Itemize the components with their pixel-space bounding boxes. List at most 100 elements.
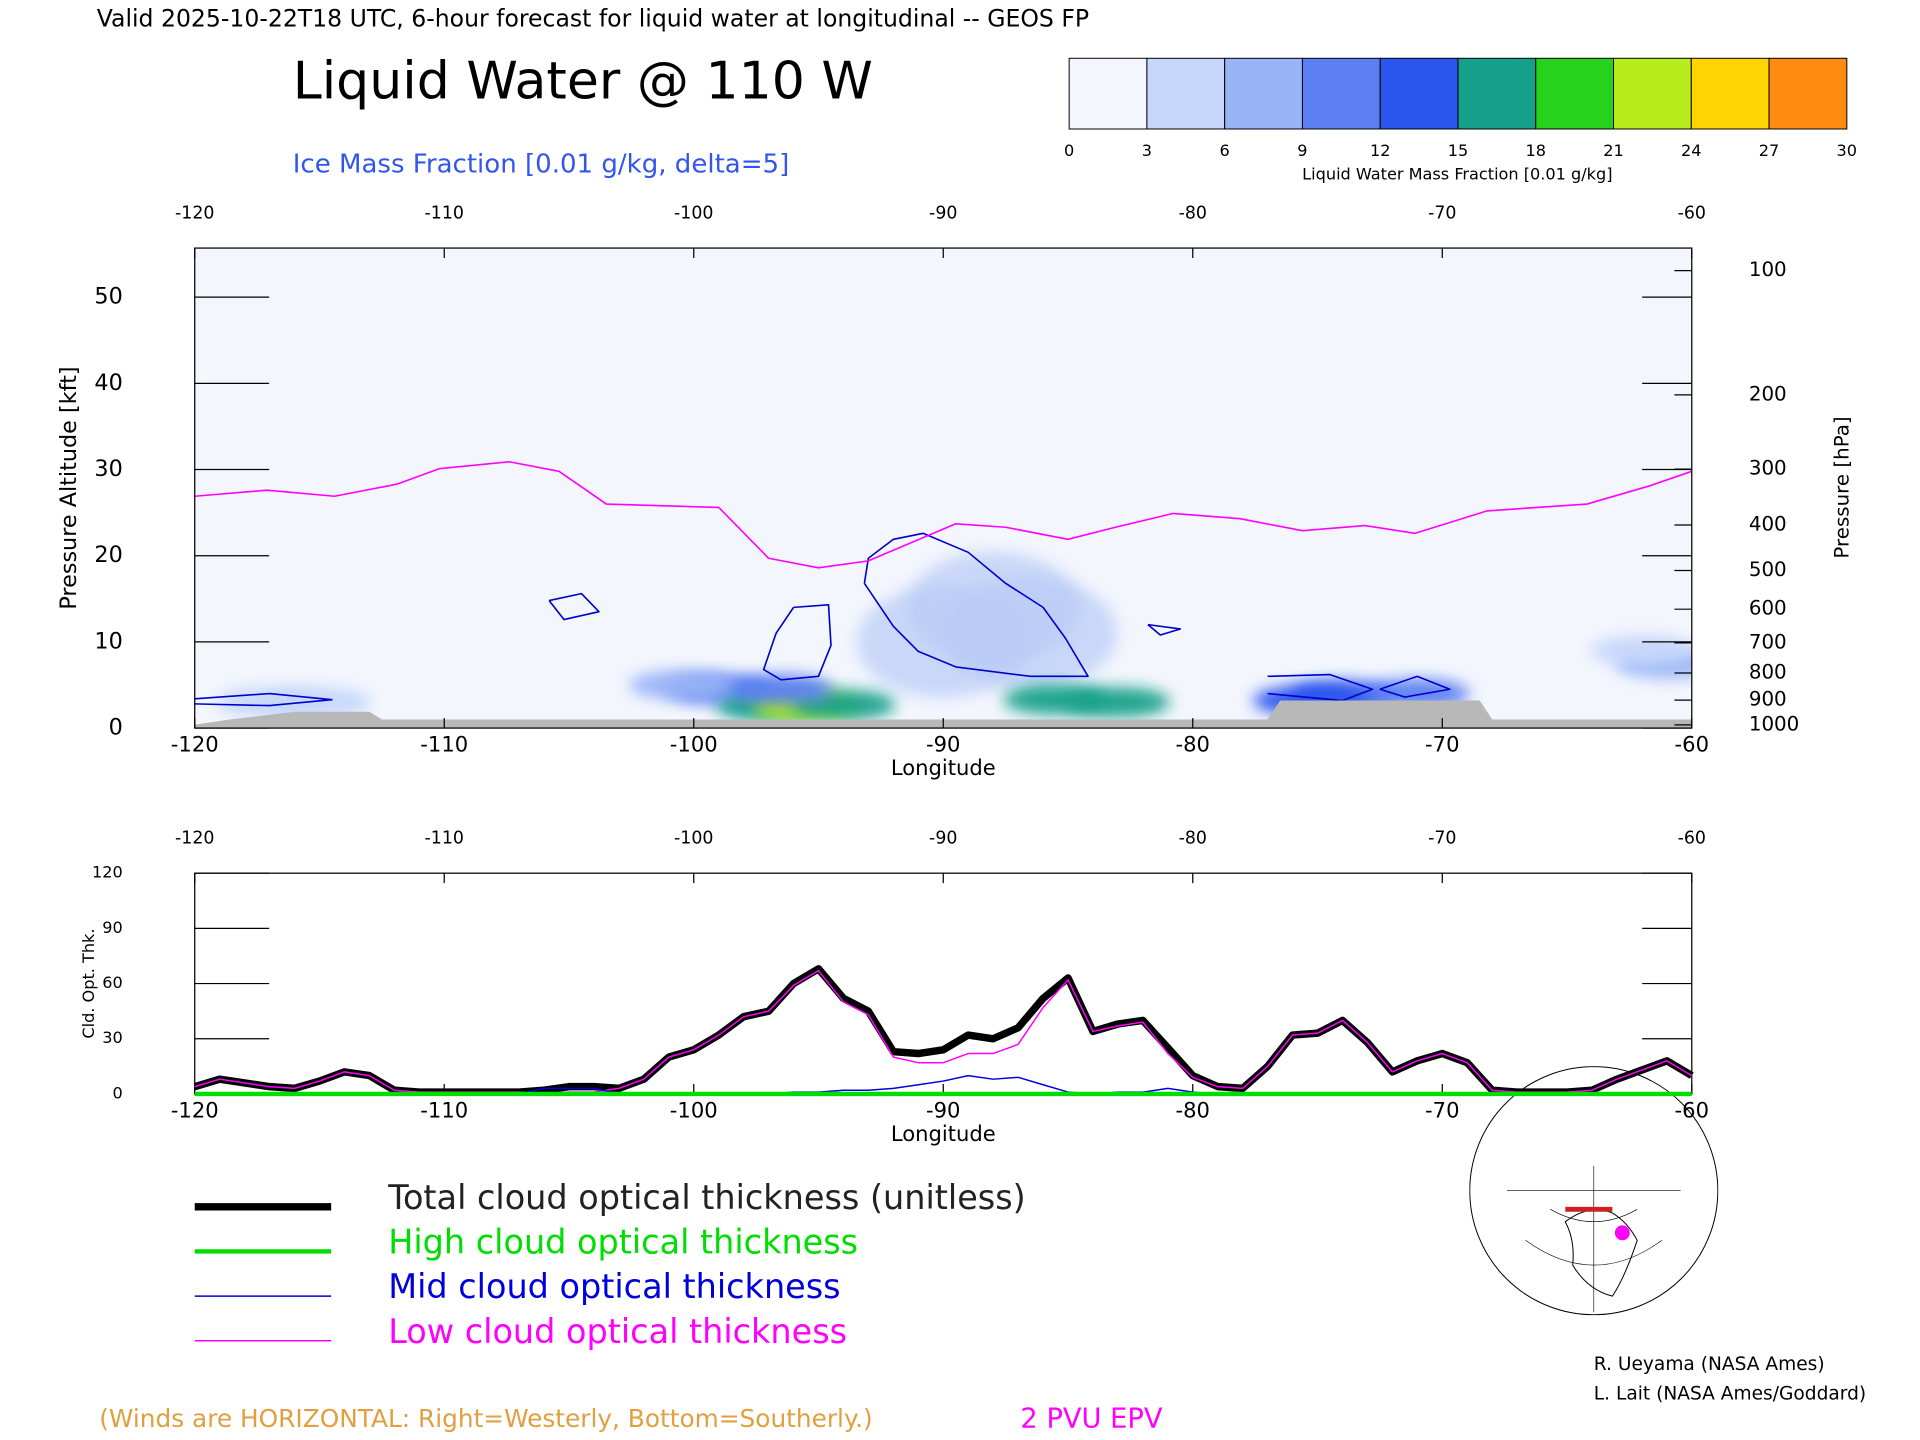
colorbar-swatch: [1146, 57, 1226, 130]
inset-coast: [1564, 1209, 1638, 1297]
inset-globe: [1470, 1067, 1718, 1315]
y2-tick-label: 300: [1749, 457, 1787, 480]
ice-contour: [548, 592, 600, 621]
y2-tick-label: 500: [1749, 558, 1787, 581]
x-tick-label-top: -80: [1179, 203, 1207, 223]
series-label: 2 PVU EPV: [1020, 1404, 1162, 1435]
x-tick-label-top: -120: [175, 828, 214, 848]
colorbar-tick-label: 15: [1448, 141, 1469, 160]
colorbar-tick-label: 0: [1064, 141, 1074, 160]
ice-contour: [1379, 675, 1451, 698]
x-tick-label-top: -90: [929, 828, 957, 848]
ice-contour: [863, 532, 1089, 678]
x-tick-label: -80: [1176, 731, 1210, 756]
series-line: [194, 969, 1693, 1095]
colorbar-swatch: [1379, 57, 1459, 130]
x-tick-label: -110: [420, 731, 468, 756]
x-tick-label: -100: [670, 1097, 718, 1122]
colorbar-swatch: [1535, 57, 1615, 130]
colorbar-tick-label: 27: [1759, 141, 1780, 160]
y2-tick-label: 100: [1749, 258, 1787, 281]
y2-axis-label: Pressure [hPa]: [1831, 416, 1854, 558]
x-tick-label-top: -110: [425, 828, 464, 848]
x-tick-label: -70: [1425, 731, 1459, 756]
x-tick-label-top: -100: [674, 828, 713, 848]
x-tick-label-top: -60: [1678, 828, 1706, 848]
y-tick-label: 50: [94, 284, 122, 310]
ice-contour: [1267, 673, 1374, 702]
chart-subtitle: Ice Mass Fraction [0.01 g/kg, delta=5]: [293, 149, 790, 179]
x-tick-label: -70: [1425, 1097, 1459, 1122]
valid-line: Valid 2025-10-22T18 UTC, 6-hour forecast…: [97, 4, 1089, 32]
chart-title: Liquid Water @ 110 W: [293, 51, 873, 111]
y-tick-label: 0: [109, 715, 123, 741]
x-axis-label: Longitude: [891, 755, 996, 780]
x-tick-label: -90: [926, 731, 960, 756]
x-tick-label-top: -100: [674, 203, 713, 223]
y2-tick-label: 400: [1749, 512, 1787, 535]
y2-tick-label: 900: [1749, 688, 1787, 711]
colorbar-tick-label: 21: [1603, 141, 1624, 160]
x-tick-label-top: -110: [425, 203, 464, 223]
x-tick-label-top: -60: [1678, 203, 1706, 223]
liquid-water-cell: [728, 674, 834, 705]
y-tick-label: 90: [102, 918, 122, 937]
y-tick-label: 10: [94, 628, 122, 654]
inset-grid: [1506, 1165, 1681, 1313]
map-inset: [1470, 1067, 1718, 1315]
colorbar-swatch: [1457, 57, 1537, 130]
x-tick-label-top: -90: [929, 203, 957, 223]
legend-label: High cloud optical thickness: [388, 1223, 858, 1262]
liquid-water-cell: [856, 586, 1031, 698]
colorbar-label: Liquid Water Mass Fraction [0.01 g/kg]: [1302, 164, 1612, 183]
x-tick-label: -110: [420, 1097, 468, 1122]
liquid-water-cell: [1589, 635, 1692, 666]
colorbar-tick-label: 24: [1681, 141, 1702, 160]
legend-label: Total cloud optical thickness (unitless): [387, 1178, 1026, 1217]
colorbar-tick-label: 12: [1370, 141, 1390, 160]
credit: R. Ueyama (NASA Ames): [1594, 1354, 1825, 1375]
x-tick-label: -120: [171, 1097, 219, 1122]
y-axis-label: Cld. Opt. Thk.: [79, 928, 98, 1038]
y2-tick-label: 800: [1749, 660, 1787, 683]
y2-tick-label: 1000: [1749, 712, 1799, 735]
x-axis-label: Longitude: [891, 1121, 996, 1146]
colorbar-tick-label: 6: [1220, 141, 1230, 160]
y-tick-label: 40: [94, 370, 122, 396]
ice-contour: [1147, 623, 1182, 636]
liquid-water-cell: [1065, 687, 1171, 718]
y-axis-label: Pressure Altitude [kft]: [56, 366, 82, 609]
y-tick-label: 0: [113, 1083, 123, 1102]
colorbar-swatch: [1690, 57, 1770, 130]
x-tick-label: -60: [1675, 731, 1709, 756]
colorbar-swatch: [1068, 57, 1148, 130]
legend-label: Mid cloud optical thickness: [388, 1267, 840, 1306]
ice-contour: [762, 603, 832, 681]
field-layer: [194, 460, 1692, 729]
x-tick-label-top: -80: [1179, 828, 1207, 848]
y2-tick-label: 200: [1749, 382, 1787, 405]
y-tick-label: 60: [102, 973, 122, 992]
colorbar-swatch: [1224, 57, 1303, 130]
colorbar-swatch: [1768, 57, 1848, 130]
x-tick-label: -100: [670, 731, 718, 756]
y-tick-label: 30: [94, 456, 122, 482]
y-tick-label: 30: [102, 1028, 122, 1047]
x-tick-label-top: -70: [1428, 203, 1456, 223]
y2-tick-label: 700: [1749, 630, 1787, 653]
surface: [194, 700, 1692, 729]
colorbar-swatch: [1301, 57, 1381, 130]
y2-tick-label: 600: [1749, 597, 1787, 620]
liquid-water-cell: [629, 670, 734, 700]
pv-line: [194, 460, 1692, 569]
colorbar-tick-label: 18: [1526, 141, 1547, 160]
series-line: [193, 965, 1694, 1096]
x-tick-label: -90: [926, 1097, 960, 1122]
y-tick-label: 20: [94, 542, 122, 568]
x-tick-label-top: -70: [1428, 828, 1456, 848]
credit: L. Lait (NASA Ames/Goddard): [1594, 1384, 1866, 1405]
colorbar-swatch: [1613, 57, 1692, 130]
ice-contour: [194, 692, 333, 707]
legend-label: Low cloud optical thickness: [388, 1312, 847, 1351]
